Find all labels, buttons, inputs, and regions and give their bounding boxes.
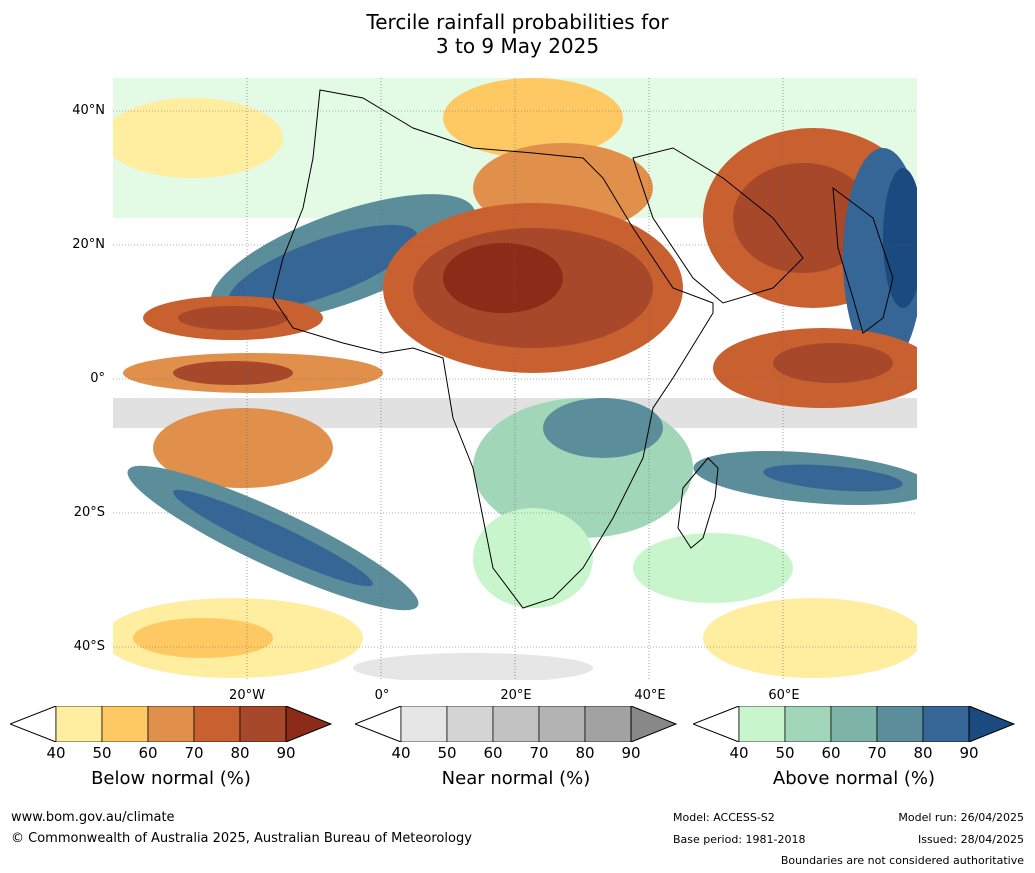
near-tick-80: 80: [575, 744, 595, 762]
above-tick-80: 80: [913, 744, 933, 762]
disclaimer-text: Boundaries are not considered authoritat…: [780, 854, 1024, 867]
above-tick-70: 70: [867, 744, 887, 762]
lat-label-20n: 20°N: [72, 237, 105, 252]
india-coastline: [832, 186, 894, 334]
lon-label-40e: 40°E: [634, 688, 666, 703]
lat-label-40n: 40°N: [72, 103, 105, 118]
below-tick-80: 80: [230, 744, 250, 762]
title-line-2: 3 to 9 May 2025: [435, 34, 600, 58]
website-link[interactable]: www.bom.gov.au/climate: [11, 810, 175, 825]
base-period-text: Base period: 1981-2018: [673, 833, 806, 846]
issued-text: Issued: 28/04/2025: [917, 833, 1024, 846]
title-line-1: Tercile rainfall probabilities for: [366, 10, 669, 34]
near-normal-label: Near normal (%): [441, 768, 591, 789]
forecast-map: [103, 78, 933, 683]
copyright-text: © Commonwealth of Australia 2025, Austra…: [11, 831, 472, 846]
near-tick-70: 70: [529, 744, 549, 762]
near-tick-90: 90: [621, 744, 641, 762]
model-run-text: Model run: 26/04/2025: [898, 811, 1024, 824]
below-tick-50: 50: [92, 744, 112, 762]
above-tick-40: 40: [729, 744, 749, 762]
below-normal-label: Below normal (%): [91, 768, 251, 789]
colorbar-below-normal: [10, 706, 332, 742]
near-tick-50: 50: [437, 744, 457, 762]
near-tick-60: 60: [483, 744, 503, 762]
above-tick-90: 90: [959, 744, 979, 762]
lon-label-0: 0°: [374, 688, 390, 703]
arabia-coastline: [632, 147, 804, 304]
below-tick-40: 40: [46, 744, 66, 762]
below-tick-60: 60: [138, 744, 158, 762]
map-title: Tercile rainfall probabilities for 3 to …: [0, 10, 1035, 58]
near-tick-40: 40: [391, 744, 411, 762]
model-text: Model: ACCESS-S2: [673, 811, 775, 824]
graticule: [113, 78, 917, 680]
above-tick-60: 60: [821, 744, 841, 762]
lat-label-20s: 20°S: [73, 505, 105, 520]
above-tick-50: 50: [775, 744, 795, 762]
below-tick-70: 70: [184, 744, 204, 762]
africa-coastline: [272, 89, 714, 609]
lat-label-0: 0°: [90, 371, 105, 386]
colorbar-near-normal: [355, 706, 677, 742]
colorbar-above-normal: [693, 706, 1015, 742]
map-canvas: [103, 78, 933, 683]
above-normal-label: Above normal (%): [772, 768, 936, 789]
lon-label-20e: 20°E: [500, 688, 532, 703]
lat-label-40s: 40°S: [73, 639, 105, 654]
below-tick-90: 90: [276, 744, 296, 762]
lon-label-60e: 60°E: [768, 688, 800, 703]
lon-label-20w: 20°W: [229, 688, 265, 703]
madagascar-coastline: [677, 457, 719, 549]
